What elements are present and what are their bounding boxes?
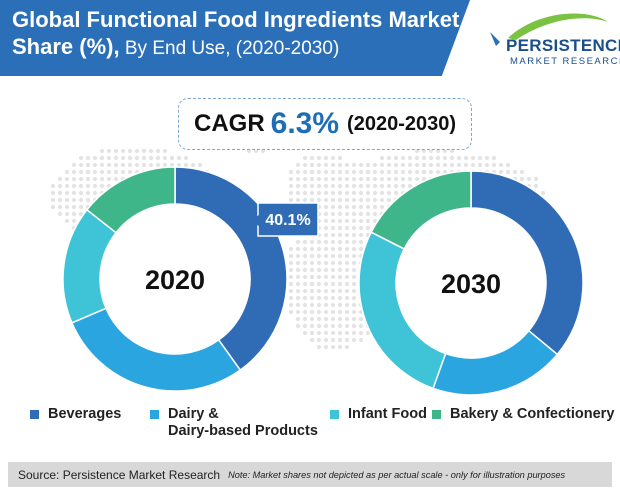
donut-2030-slice-1	[470, 170, 584, 356]
donut-2030-slice-4	[370, 170, 472, 250]
cagr-value: 6.3%	[270, 107, 340, 140]
donut-2020-hole	[101, 205, 249, 353]
cagr-box: CAGR 6.3% (2020-2030)	[178, 98, 472, 150]
donut-2020-data-label-1: 40.1%	[265, 212, 310, 229]
logo-tagline: MARKET RESEARCH	[510, 56, 620, 67]
legend-label-infant-food: Infant Food	[348, 406, 427, 422]
title-line-1: Global Functional Food Ingredients Marke…	[12, 7, 460, 32]
legend-swatch-dairy	[150, 410, 159, 419]
donut-2020-center-label: 2020	[145, 265, 205, 295]
donut-2030-center-label: 2030	[441, 269, 501, 299]
logo-swoosh-icon	[490, 13, 608, 46]
donut-charts: 2020 40.1% 2030	[62, 166, 584, 396]
donut-2020-slice-4	[85, 166, 176, 234]
legend-swatch-beverages	[30, 410, 39, 419]
logo-name: PERSISTENCE	[506, 36, 620, 55]
chart-title: Global Functional Food Ingredients Marke…	[12, 6, 459, 62]
legend: Beverages Dairy & Dairy-based Products In…	[0, 406, 620, 446]
legend-label-bakery: Bakery & Confectionery	[450, 406, 615, 422]
legend-swatch-infant-food	[330, 410, 339, 419]
legend-label-dairy: Dairy & Dairy-based Products	[168, 406, 318, 439]
cagr-period: (2020-2030)	[347, 112, 457, 135]
title-line-2-rest: By End Use, (2020-2030)	[119, 38, 340, 59]
header-band	[0, 0, 470, 76]
donut-2030-hole	[397, 209, 545, 357]
footer-note: Note: Market shares not depicted as per …	[228, 469, 566, 480]
legend-item-infant-food: Infant Food	[330, 406, 427, 423]
cagr-label: CAGR	[193, 110, 265, 137]
legend-item-bakery: Bakery & Confectionery	[432, 406, 614, 423]
footer-source: Source: Persistence Market Research	[18, 467, 221, 482]
footer: Source: Persistence Market Research Note…	[8, 462, 612, 487]
legend-item-beverages: Beverages	[30, 406, 121, 423]
cagr-text: CAGR 6.3% (2020-2030)	[179, 99, 471, 149]
title-line-2-bold: Share (%),	[12, 34, 120, 59]
donut-2020-data-label-pointer	[249, 215, 259, 226]
legend-swatch-bakery	[432, 410, 441, 419]
legend-label-beverages: Beverages	[48, 406, 122, 422]
legend-item-dairy: Dairy & Dairy-based Products	[150, 406, 318, 440]
title-line-2: Share (%), By End Use, (2020-2030)	[12, 33, 459, 62]
donut-2020-data-label-box	[257, 202, 319, 237]
